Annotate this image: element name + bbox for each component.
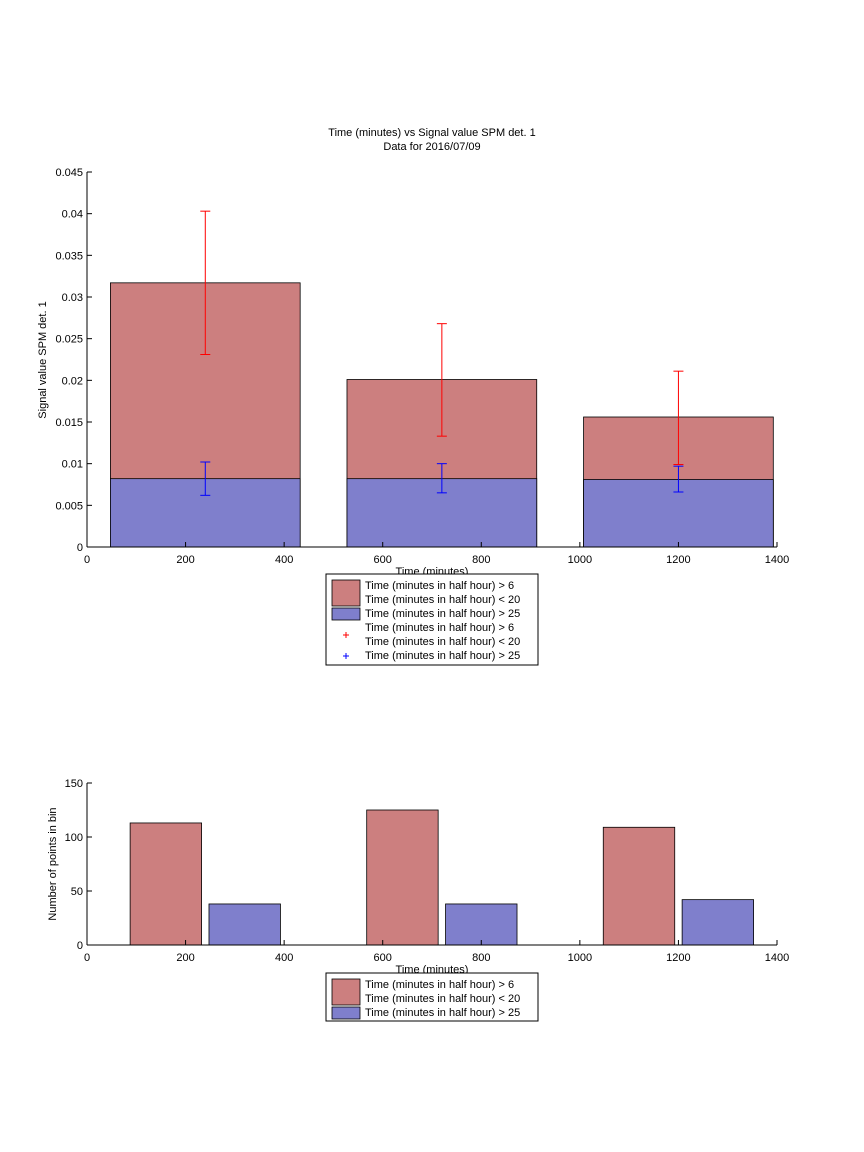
legend-label: Time (minutes in half hour) > 6 — [365, 979, 514, 991]
axes-group: 0 200 400 600 800 1000 1200 1400 0 0.005 0.01 0.015… — [55, 167, 789, 566]
y-tick-label: 150 — [65, 778, 83, 790]
legend-swatch — [331, 607, 361, 621]
y-tick-label: 0.02 — [62, 375, 83, 387]
legend-label: Time (minutes in half hour) < 20 — [365, 636, 520, 648]
legend-box — [325, 573, 539, 666]
x-tick-label: 600 — [374, 554, 392, 566]
bar — [366, 809, 439, 946]
bar — [129, 822, 202, 946]
bar — [681, 899, 754, 946]
x-tick-label: 1200 — [666, 554, 690, 566]
axes-group: 0 200 400 600 800 1000 1200 1400 0 50 100 150 — [65, 778, 790, 964]
x-tick-label: 1000 — [568, 952, 592, 964]
bar — [445, 903, 518, 946]
y-axis-label: Number of points in bin — [47, 807, 59, 920]
y-tick-label: 0.045 — [55, 167, 83, 179]
legend-label: Time (minutes in half hour) > 25 — [365, 650, 520, 662]
x-tick-label: 400 — [275, 952, 293, 964]
legend-label: Time (minutes in half hour) > 6 — [365, 580, 514, 592]
x-tick-label: 800 — [472, 554, 490, 566]
x-tick-label: 0 — [84, 952, 90, 964]
legend-swatch — [331, 978, 361, 1006]
y-tick-label: 0.005 — [55, 500, 83, 512]
y-tick-label: 0.04 — [62, 209, 83, 221]
bar — [208, 903, 281, 946]
x-tick-label: 1400 — [765, 554, 789, 566]
error-bars-group — [200, 210, 684, 496]
y-tick-label: 50 — [71, 886, 83, 898]
count-chart: 0 200 400 600 800 1000 1200 1400 0 50 100 150 Time … — [47, 778, 790, 1022]
chart-title: Time (minutes) vs Signal value SPM det. … — [328, 127, 535, 139]
x-tick-label: 0 — [84, 554, 90, 566]
legend-box — [325, 972, 539, 1022]
x-tick-label: 1400 — [765, 952, 789, 964]
chart-subtitle: Data for 2016/07/09 — [383, 141, 480, 153]
legend-label: Time (minutes in half hour) < 20 — [365, 993, 520, 1005]
x-tick-label: 600 — [374, 952, 392, 964]
legend-swatch — [331, 1006, 361, 1020]
legend-label: Time (minutes in half hour) > 25 — [365, 1007, 520, 1019]
y-tick-label: 0.03 — [62, 292, 83, 304]
legend: Time (minutes in half hour) > 6 Time (min… — [325, 573, 539, 666]
y-tick-label: 0 — [77, 542, 83, 554]
legend-label: Time (minutes in half hour) > 25 — [365, 608, 520, 620]
y-tick-label: 0.015 — [55, 417, 83, 429]
signal-chart: Time (minutes) vs Signal value SPM det. … — [37, 127, 789, 666]
y-tick-label: 0.01 — [62, 459, 83, 471]
x-tick-label: 200 — [176, 952, 194, 964]
x-tick-label: 400 — [275, 554, 293, 566]
y-tick-label: 0.035 — [55, 250, 83, 262]
bar — [602, 826, 676, 946]
y-tick-label: 0.025 — [55, 334, 83, 346]
x-tick-label: 1000 — [568, 554, 592, 566]
x-tick-label: 1200 — [666, 952, 690, 964]
x-tick-label: 800 — [472, 952, 490, 964]
y-tick-label: 100 — [65, 832, 83, 844]
y-tick-label: 0 — [77, 940, 83, 952]
legend-label: Time (minutes in half hour) < 20 — [365, 594, 520, 606]
bars-group — [129, 809, 754, 946]
y-axis-label: Signal value SPM det. 1 — [37, 301, 49, 418]
x-tick-label: 200 — [176, 554, 194, 566]
legend-swatch — [331, 579, 361, 607]
legend: Time (minutes in half hour) > 6 Time (min… — [325, 972, 539, 1022]
legend-label: Time (minutes in half hour) > 6 — [365, 622, 514, 634]
